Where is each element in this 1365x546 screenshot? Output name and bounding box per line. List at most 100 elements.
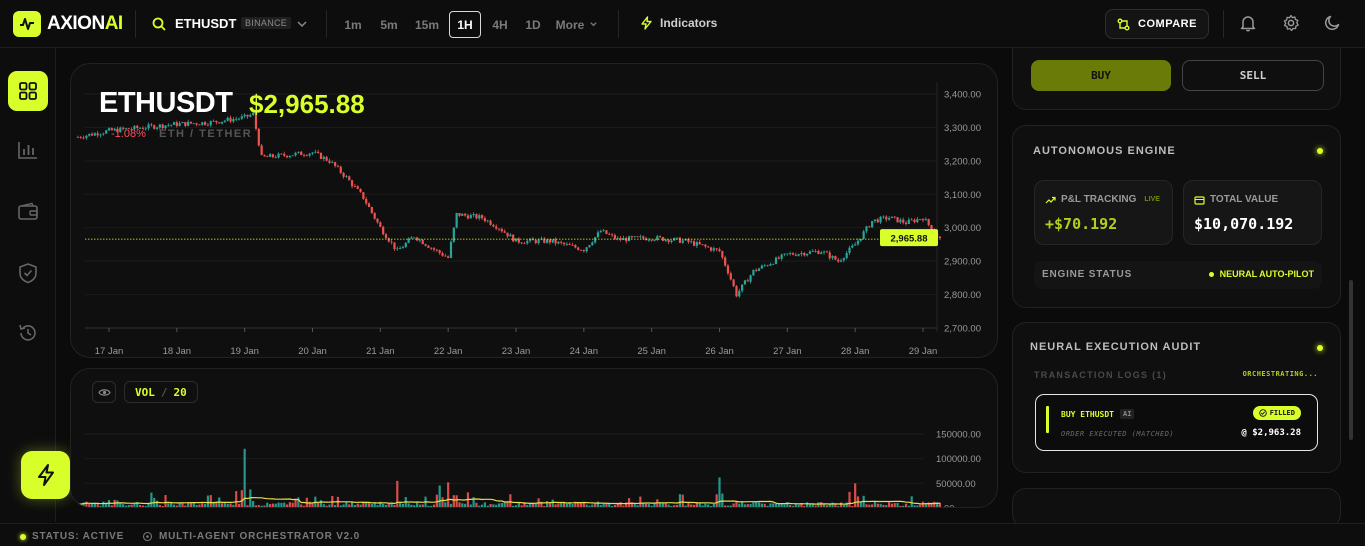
divider [326,10,327,38]
volume-bar [766,505,769,507]
search-icon[interactable] [152,17,166,36]
candle-body [215,120,218,123]
nav-history[interactable] [17,322,39,349]
volume-bar [206,495,210,507]
timeframe-4h[interactable]: 4H [492,17,508,32]
candle-body [610,234,614,236]
candle-body [726,265,730,274]
volume-bar [345,501,348,507]
volume-bar [752,502,755,507]
volume-bar [571,503,574,507]
price-chart-panel: 3,400.00 3,300.00 3,200.00 3,100.00 3,000.00… [70,63,998,358]
order-log-item[interactable]: BUY ETHUSDT AI ORDER EXECUTED (MATCHED) … [1035,394,1318,451]
check-circle-icon [1258,409,1267,417]
indicators-button[interactable]: Indicators [640,16,717,30]
time-tick-label: 18 Jan [163,346,192,357]
candle-body [517,238,520,243]
moon-icon[interactable] [1324,14,1341,36]
time-tick-label: 22 Jan [434,346,463,357]
candle-body [653,240,656,241]
gear-icon[interactable] [1282,14,1300,37]
candle-body [184,122,187,126]
candle-body [842,258,845,261]
volume-bar [85,501,88,507]
candle-body [608,233,611,235]
timeframe-1d[interactable]: 1D [525,17,541,32]
candle-body [639,236,642,238]
volume-bar [930,502,933,507]
eye-icon[interactable] [92,381,116,403]
time-tick-label: 29 Jan [909,346,938,357]
candle-body [331,162,334,163]
candle-body [698,242,701,245]
buy-button[interactable]: BUY [1031,60,1171,91]
volume-bar [625,502,628,507]
volume-bar [927,502,930,507]
candle-body [430,247,433,249]
candle-body [373,212,376,219]
chevron-down-icon[interactable] [296,17,308,35]
timeframe-5m[interactable]: 5m [380,17,398,32]
volume-bar [107,500,111,507]
volume-bar [599,504,602,507]
candle-body [687,238,690,242]
logo-icon[interactable] [13,11,41,37]
volume-bar [633,503,636,507]
volume-bar [684,505,687,507]
candle-body [568,243,571,245]
volume-bar [246,505,249,507]
compare-button[interactable]: COMPARE [1105,9,1209,39]
volume-bar [506,501,509,507]
sell-button[interactable]: SELL [1182,60,1324,91]
volume-bar [772,503,775,507]
volume-bar [212,502,215,507]
bell-icon[interactable] [1240,14,1256,37]
candle-body [144,128,147,130]
volume-bar [676,504,679,507]
more-timeframes-button[interactable]: More [552,11,602,38]
volume-bar [447,482,450,507]
candle-body [681,240,684,243]
candle-body [602,230,605,232]
volume-bar [757,502,761,507]
volume-bar [350,501,354,507]
volume-chart[interactable]: 150000.00 100000.00 50000.00 0.00 [71,369,998,508]
volume-bar [529,502,532,507]
nav-security[interactable] [17,262,39,289]
trend-up-icon [1045,196,1056,203]
candle-body [130,129,133,130]
symbol-selector[interactable]: ETHUSDT [175,16,237,31]
nav-analytics[interactable] [17,140,39,165]
volume-bar [791,505,795,507]
candle-body [232,119,235,122]
nav-dashboard[interactable] [8,71,48,111]
history-icon [19,324,36,341]
candle-body [560,241,563,243]
volume-bar [203,504,207,507]
volume-bar [88,504,91,507]
candle-body [534,240,537,244]
volume-bar [916,505,919,507]
candle-body [896,217,899,223]
volume-bar [170,503,173,507]
volume-bar [348,504,351,507]
volume-tick-label: 100000.00 [936,454,981,465]
time-tick-label: 17 Jan [95,346,124,357]
quick-action-button[interactable] [21,451,70,499]
volume-bar [172,504,176,507]
price-chart[interactable]: 3,400.00 3,300.00 3,200.00 3,100.00 3,000.00… [71,64,998,358]
volume-bar [707,504,710,507]
volume-bar [155,500,159,507]
candle-body [362,192,365,199]
volume-bar [271,503,275,507]
timeframe-1m[interactable]: 1m [344,17,362,32]
nav-wallet[interactable] [17,202,39,227]
candle-body [260,145,263,155]
volume-bar [393,504,396,507]
timeframe-1h[interactable]: 1H [449,11,481,38]
timeframe-15m[interactable]: 15m [414,17,440,32]
scrollbar[interactable] [1349,280,1353,440]
volume-indicator-tag[interactable]: VOL / 20 [124,381,198,403]
price-tick-label: 3,200.00 [944,156,981,167]
volume-bar [464,503,467,507]
